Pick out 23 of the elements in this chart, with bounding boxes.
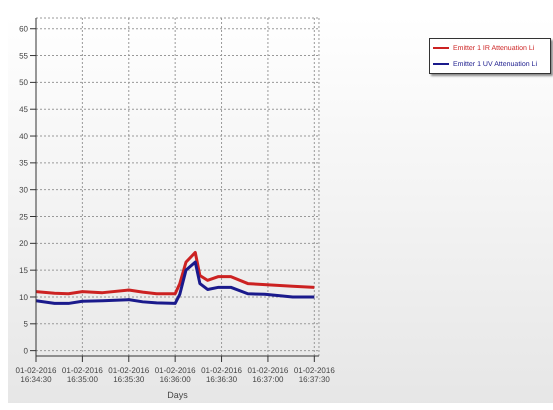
- y-tick-label: 50: [19, 78, 29, 88]
- y-tick-label: 35: [19, 158, 29, 168]
- x-tick-label: 01-02-2016 16:36:00: [154, 366, 196, 384]
- x-tick-label: 01-02-2016 16:35:30: [108, 366, 150, 384]
- y-tick-label: 20: [19, 239, 29, 248]
- x-tick-label: 01-02-2016 16:37:00: [247, 366, 289, 384]
- y-tick-label: 55: [19, 51, 29, 60]
- x-tick-label: 01-02-2016 16:37:30: [294, 366, 336, 384]
- y-tick-label: 0: [24, 346, 29, 356]
- x-tick-label: 01-02-2016 16:35:00: [62, 366, 104, 384]
- line-series: [36, 250, 316, 296]
- y-tick-label: 5: [24, 320, 29, 329]
- y-tick-label: 15: [19, 266, 29, 275]
- line-series: [36, 260, 316, 305]
- y-tick-label: 40: [19, 132, 29, 141]
- y-tick-label: 30: [19, 186, 29, 195]
- x-axis-title: Days: [167, 390, 188, 400]
- y-tick-label: 60: [19, 24, 29, 34]
- y-tick-label: 45: [19, 105, 29, 114]
- y-tick-label: 10: [19, 292, 29, 302]
- y-tick-label: 25: [19, 212, 29, 222]
- x-tick-label: 01-02-2016 16:34:30: [16, 366, 58, 384]
- x-tick-label: 01-02-2016 16:36:30: [201, 366, 243, 384]
